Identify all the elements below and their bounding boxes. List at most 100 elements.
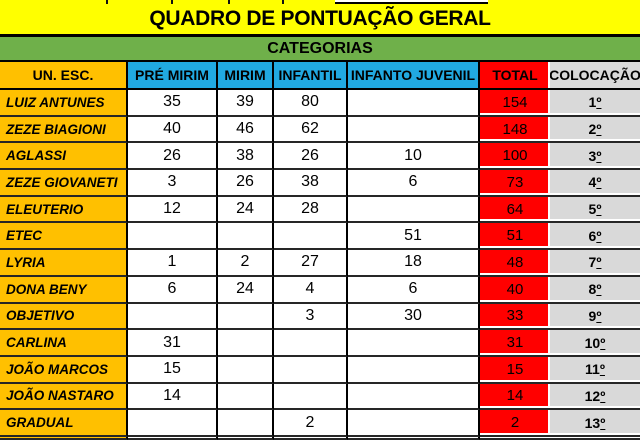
score-cell bbox=[348, 116, 480, 144]
score-cell: 35 bbox=[128, 90, 218, 117]
score-cell: 31 bbox=[128, 330, 218, 357]
score-cell bbox=[348, 410, 480, 437]
total-cell: 33 bbox=[480, 303, 550, 331]
score-cell bbox=[348, 356, 480, 384]
score-cell: 4 bbox=[274, 276, 348, 304]
column-header-pre-mirim: PRÉ MIRIM bbox=[128, 62, 218, 88]
total-cell: 31 bbox=[480, 330, 550, 357]
score-cell bbox=[274, 383, 348, 411]
total-cell: 100 bbox=[480, 143, 550, 171]
score-cell bbox=[218, 223, 274, 251]
score-cell bbox=[348, 330, 480, 357]
score-cell: 26 bbox=[274, 143, 348, 171]
score-cell: 24 bbox=[218, 276, 274, 304]
score-cell: 38 bbox=[218, 143, 274, 171]
school-name-cell: CARLINA bbox=[0, 330, 128, 357]
header-row: UN. ESC. PRÉ MIRIM MIRIM INFANTIL INFANT… bbox=[0, 62, 640, 90]
score-cell: 2 bbox=[218, 250, 274, 277]
placement-cell: 13 º bbox=[550, 410, 640, 437]
score-cell: 51 bbox=[348, 223, 480, 251]
clipped-bottom-row-cell bbox=[128, 436, 218, 440]
placement-cell: 10 º bbox=[550, 330, 640, 357]
score-cell: 38 bbox=[274, 170, 348, 197]
score-cell bbox=[218, 410, 274, 437]
clipped-bottom-row-cell bbox=[218, 436, 274, 440]
clipped-bottom-row-cell bbox=[348, 436, 480, 440]
total-cell: 40 bbox=[480, 276, 550, 304]
score-cell: 27 bbox=[274, 250, 348, 277]
clipped-white-cell bbox=[335, 0, 488, 4]
score-cell bbox=[128, 303, 218, 331]
school-name-cell: GRADUAL bbox=[0, 410, 128, 437]
score-cell bbox=[274, 223, 348, 251]
score-cell: 46 bbox=[218, 116, 274, 144]
score-cell: 24 bbox=[218, 196, 274, 224]
page-title: QUADRO DE PONTUAÇÃO GERAL bbox=[0, 4, 640, 37]
score-cell bbox=[348, 90, 480, 117]
column-header-total: TOTAL bbox=[480, 62, 550, 88]
score-cell: 30 bbox=[348, 303, 480, 331]
column-header-un-esc: UN. ESC. bbox=[0, 62, 128, 88]
score-cell: 26 bbox=[128, 143, 218, 171]
score-cell: 2 bbox=[274, 410, 348, 437]
total-cell: 14 bbox=[480, 383, 550, 411]
total-cell: 148 bbox=[480, 116, 550, 144]
score-cell bbox=[348, 196, 480, 224]
school-name-cell: JOÃO NASTARO bbox=[0, 383, 128, 411]
total-cell: 48 bbox=[480, 250, 550, 277]
column-header-mirim: MIRIM bbox=[218, 62, 274, 88]
score-cell: 12 bbox=[128, 196, 218, 224]
grid-tick bbox=[106, 0, 108, 4]
placement-cell: 12 º bbox=[550, 383, 640, 411]
total-cell: 51 bbox=[480, 223, 550, 251]
school-name-cell: OBJETIVO bbox=[0, 303, 128, 331]
school-name-cell: LYRIA bbox=[0, 250, 128, 277]
total-cell: 15 bbox=[480, 356, 550, 384]
score-cell bbox=[218, 303, 274, 331]
grid-tick bbox=[171, 0, 173, 4]
score-cell: 6 bbox=[128, 276, 218, 304]
column-header-colocacao: COLOCAÇÃO bbox=[550, 62, 640, 88]
score-cell: 1 bbox=[128, 250, 218, 277]
column-header-infanto-juvenil: INFANTO JUVENIL bbox=[348, 62, 480, 88]
score-cell bbox=[274, 330, 348, 357]
total-cell: 154 bbox=[480, 90, 550, 117]
score-cell: 15 bbox=[128, 356, 218, 384]
school-name-cell: LUIZ ANTUNES bbox=[0, 90, 128, 117]
clipped-bottom-row-cell bbox=[480, 436, 550, 440]
score-cell: 40 bbox=[128, 116, 218, 144]
clipped-top-row-edge bbox=[0, 0, 640, 4]
school-name-cell: ZEZE BIAGIONI bbox=[0, 116, 128, 144]
score-cell bbox=[274, 356, 348, 384]
school-name-cell: ZEZE GIOVANETI bbox=[0, 170, 128, 197]
clipped-bottom-row-cell bbox=[274, 436, 348, 440]
grid-tick bbox=[282, 0, 284, 4]
score-cell bbox=[218, 356, 274, 384]
score-cell bbox=[128, 223, 218, 251]
score-cell: 80 bbox=[274, 90, 348, 117]
score-cell: 18 bbox=[348, 250, 480, 277]
score-cell bbox=[218, 383, 274, 411]
school-name-cell: AGLASSI bbox=[0, 143, 128, 171]
clipped-bottom-row-cell bbox=[0, 436, 128, 440]
total-cell: 2 bbox=[480, 410, 550, 437]
total-cell: 73 bbox=[480, 170, 550, 197]
score-cell: 28 bbox=[274, 196, 348, 224]
score-cell: 6 bbox=[348, 170, 480, 197]
school-name-cell: JOÃO MARCOS bbox=[0, 356, 128, 384]
school-name-cell: ETEC bbox=[0, 223, 128, 251]
grid-tick bbox=[228, 0, 230, 4]
score-cell bbox=[218, 330, 274, 357]
score-cell bbox=[348, 383, 480, 411]
score-cell: 10 bbox=[348, 143, 480, 171]
score-cell: 3 bbox=[128, 170, 218, 197]
